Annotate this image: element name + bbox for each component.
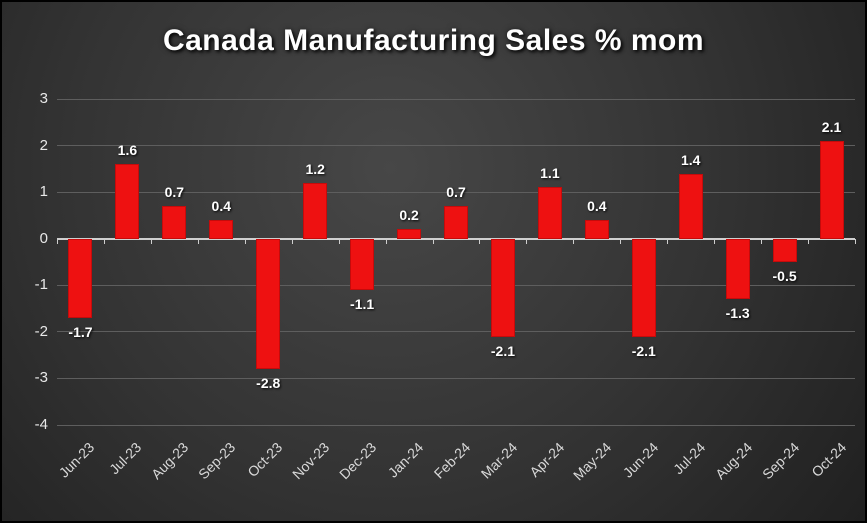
bar-value-label: -2.1 xyxy=(490,342,515,359)
bar-value-label: -2.1 xyxy=(631,342,656,359)
bar-oct-23 xyxy=(256,238,281,370)
bar-jan-24 xyxy=(397,229,422,239)
x-axis-label: May-24 xyxy=(569,439,615,484)
bar-value-label: -2.8 xyxy=(256,375,281,392)
gridline xyxy=(57,284,855,286)
bar-aug-24 xyxy=(725,238,750,300)
x-axis-label: Nov-23 xyxy=(289,439,333,483)
gridline xyxy=(57,191,855,193)
axis-tick xyxy=(338,238,340,244)
x-axis-label: Jul-24 xyxy=(669,439,709,478)
bar-jun-24 xyxy=(631,238,656,337)
axis-tick xyxy=(244,238,246,244)
x-axis-label: Feb-24 xyxy=(430,439,474,482)
bar-value-label: -1.7 xyxy=(68,323,93,340)
x-axis-label: Oct-24 xyxy=(807,439,849,481)
y-tick-label: -1 xyxy=(34,276,48,294)
axis-tick xyxy=(714,238,716,244)
bar-jul-23 xyxy=(115,164,140,239)
axis-tick xyxy=(479,238,481,244)
bar-value-label: 0.2 xyxy=(399,207,419,224)
x-axis-label: Mar-24 xyxy=(477,439,521,482)
bar-value-label: 0.7 xyxy=(446,184,466,201)
bar-value-label: 0.7 xyxy=(164,184,185,201)
x-axis-zero-line xyxy=(57,237,855,240)
x-axis-label: Jan-24 xyxy=(384,439,427,481)
y-tick-label: -3 xyxy=(34,369,48,387)
x-axis-label: Jul-23 xyxy=(106,439,145,478)
y-tick-label: -2 xyxy=(34,322,48,340)
axis-tick xyxy=(855,238,856,244)
gridline xyxy=(57,377,855,379)
x-axis-label: Sep-24 xyxy=(758,439,802,483)
bar-value-label: 0.4 xyxy=(587,198,607,215)
y-tick-label: 2 xyxy=(39,136,48,154)
axis-tick xyxy=(385,238,387,244)
axis-tick xyxy=(761,238,763,244)
bar-apr-24 xyxy=(537,187,562,239)
axis-tick xyxy=(103,238,105,244)
axis-tick xyxy=(526,238,528,244)
axis-tick xyxy=(808,238,810,244)
axis-tick xyxy=(57,238,58,244)
gridline xyxy=(57,331,855,333)
x-axis-label: Oct-23 xyxy=(244,439,286,481)
axis-tick xyxy=(197,238,199,244)
x-axis-label: Dec-23 xyxy=(336,439,380,483)
bar-value-label: 1.1 xyxy=(540,165,560,182)
x-axis-label: Aug-23 xyxy=(148,439,192,483)
y-tick-label: 0 xyxy=(39,229,48,247)
bar-nov-23 xyxy=(303,182,328,239)
x-axis-label: Aug-24 xyxy=(711,439,755,483)
bar-mar-24 xyxy=(490,238,515,337)
bar-sep-23 xyxy=(209,220,234,239)
axis-tick xyxy=(291,238,293,244)
bar-dec-23 xyxy=(350,238,375,290)
gridline xyxy=(57,424,855,426)
bar-may-24 xyxy=(584,220,609,239)
bar-value-label: 1.4 xyxy=(680,151,701,168)
bar-value-label: 1.6 xyxy=(117,142,138,159)
bar-sep-24 xyxy=(772,238,797,262)
bar-value-label: -1.3 xyxy=(725,305,750,322)
gridline xyxy=(57,98,855,100)
axis-tick xyxy=(432,238,434,244)
axis-tick xyxy=(620,238,622,244)
bar-value-label: -1.1 xyxy=(350,295,375,312)
y-tick-label: 3 xyxy=(39,90,48,107)
gridline xyxy=(57,145,855,147)
x-axis-label: Jun-24 xyxy=(619,439,662,481)
chart-title: Canada Manufacturing Sales % mom xyxy=(162,24,705,57)
x-axis-label: Jun-23 xyxy=(56,439,98,481)
axis-tick xyxy=(573,238,575,244)
bar-jun-23 xyxy=(68,238,93,318)
bar-oct-24 xyxy=(819,140,844,239)
bar-value-label: 2.1 xyxy=(821,118,842,135)
x-axis-label: Sep-23 xyxy=(195,439,239,483)
axis-tick xyxy=(667,238,669,244)
bar-feb-24 xyxy=(444,206,468,239)
y-tick-label: -4 xyxy=(34,416,48,433)
axis-tick xyxy=(150,238,152,244)
bar-jul-24 xyxy=(678,173,703,239)
y-tick-label: 1 xyxy=(39,183,48,201)
bar-value-label: 0.4 xyxy=(211,198,232,215)
bar-aug-23 xyxy=(162,206,187,239)
bar-value-label: 1.2 xyxy=(305,160,325,177)
x-axis-label: Apr-24 xyxy=(526,439,568,481)
bar-value-label: -0.5 xyxy=(772,268,797,284)
